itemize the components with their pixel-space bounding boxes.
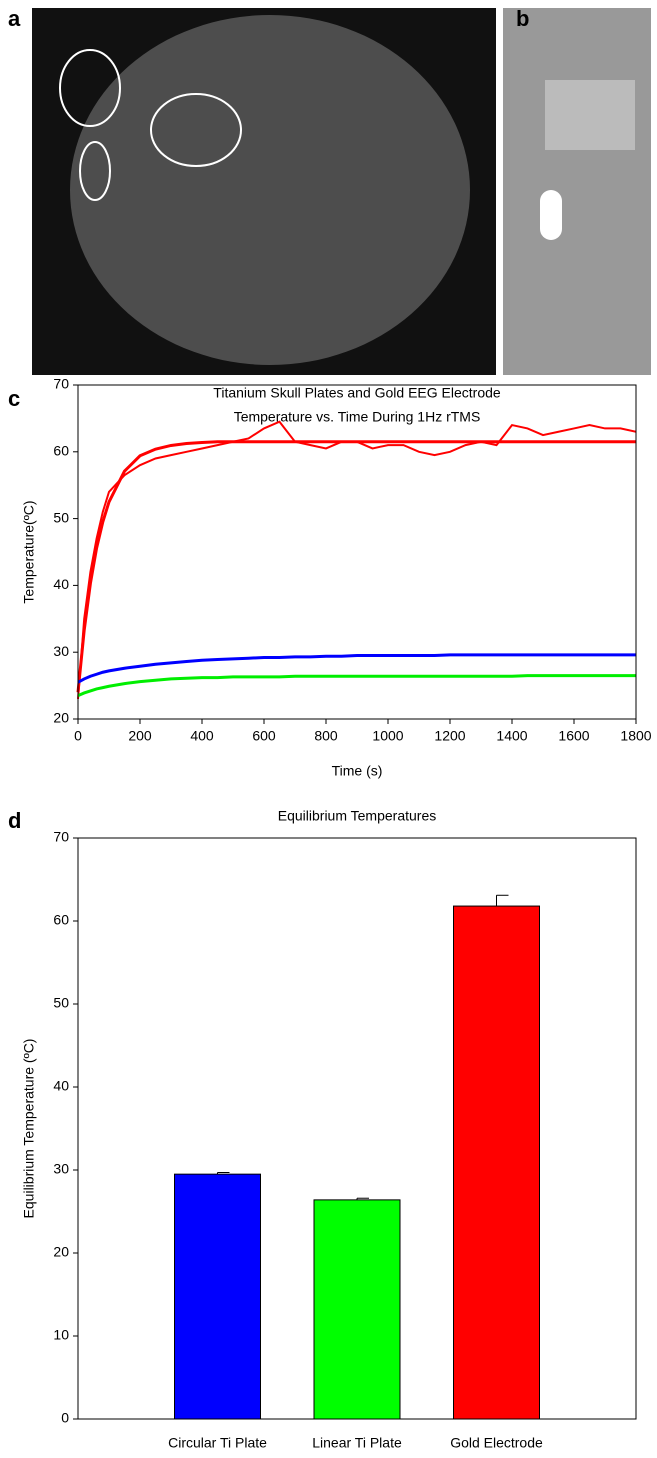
x-tick-label: 1200 (434, 728, 465, 744)
y-tick-label: 70 (53, 376, 69, 392)
x-tick-label: 400 (190, 728, 214, 744)
marker-circle (150, 93, 242, 167)
y-tick-label: 0 (61, 1410, 69, 1426)
chart-title: Titanium Skull Plates and Gold EEG Elect… (213, 385, 501, 401)
y-tick-label: 70 (53, 829, 69, 845)
x-tick-label: Linear Ti Plate (312, 1435, 402, 1451)
series-line (77, 674, 636, 697)
marker-circle (59, 49, 121, 127)
panel-label: d (8, 808, 21, 833)
y-tick-label: 20 (53, 1244, 69, 1260)
x-tick-label: Gold Electrode (450, 1435, 543, 1451)
panel-label: b (516, 6, 529, 31)
x-tick-label: Circular Ti Plate (168, 1435, 267, 1451)
x-tick-label: 800 (314, 728, 338, 744)
marker-circle (79, 141, 111, 201)
bar (313, 1199, 401, 1420)
y-tick-label: 20 (53, 710, 69, 726)
chart-subtitle: Temperature vs. Time During 1Hz rTMS (234, 409, 481, 425)
bar (174, 1173, 261, 1420)
bar (453, 905, 540, 1420)
x-tick-label: 1400 (496, 728, 527, 744)
series-line (77, 420, 637, 700)
plot-frame (77, 837, 637, 1420)
y-tick-label: 10 (53, 1327, 69, 1343)
y-tick-label: 50 (53, 995, 69, 1011)
y-tick-label: 30 (53, 1161, 69, 1177)
x-tick-label: 1800 (620, 728, 651, 744)
x-tick-label: 0 (74, 728, 82, 744)
series-line (76, 440, 636, 693)
x-axis-label: Time (s) (332, 763, 383, 779)
plot-frame (77, 384, 637, 720)
y-tick-label: 60 (53, 912, 69, 928)
ruler-image (503, 8, 651, 375)
y-tick-label: 30 (53, 643, 69, 659)
y-tick-label: 40 (53, 576, 69, 592)
photo-xray (32, 8, 496, 375)
x-tick-label: 200 (128, 728, 152, 744)
y-axis-label: Equilibrium Temperature (ºC) (21, 1039, 37, 1219)
photo-ruler (503, 8, 651, 375)
skull-shape (70, 15, 470, 365)
panel-label: a (8, 6, 21, 31)
x-tick-label: 600 (252, 728, 276, 744)
y-axis-label: Temperature(ºC) (21, 500, 37, 603)
y-tick-label: 50 (53, 509, 69, 525)
y-tick-label: 40 (53, 1078, 69, 1094)
y-tick-label: 60 (53, 443, 69, 459)
series-line (77, 653, 636, 684)
plate (545, 80, 635, 150)
chart-title: Equilibrium Temperatures (278, 808, 436, 824)
x-tick-label: 1000 (372, 728, 403, 744)
ruler-slot (540, 190, 562, 240)
panel-label: c (8, 386, 20, 411)
x-tick-label: 1600 (558, 728, 589, 744)
